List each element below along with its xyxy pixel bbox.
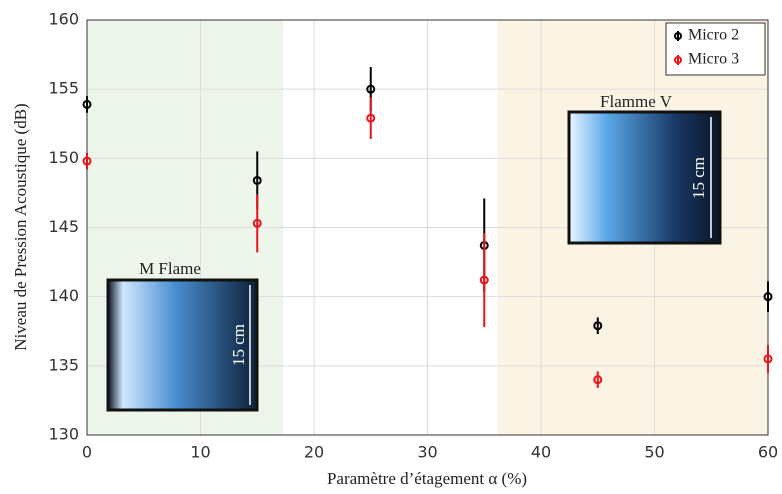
annotation: 15 cm [229,324,248,366]
x-tick-label: 50 [644,443,664,462]
annotation: Flamme V [600,92,673,111]
x-tick-label: 60 [758,443,778,462]
annotation: 15 cm [689,157,708,199]
x-tick-label: 20 [304,443,324,462]
y-tick-label: 130 [48,425,79,444]
legend-label: Micro 3 [688,51,739,68]
y-tick-label: 140 [48,286,79,305]
y-axis-label: Niveau de Pression Acoustique (dB) [11,103,30,350]
y-tick-label: 150 [48,148,79,167]
chart: 0 10 20 30 40 50 60 130 135 140 145 150 155 160 M Fla… [0,0,782,494]
y-tick-label: 160 [48,10,79,29]
x-tick-label: 0 [82,443,92,462]
y-tick-label: 155 [48,79,79,98]
legend-label: Micro 2 [688,27,739,44]
y-tick-label: 135 [48,355,79,374]
flame-photo-v: Flamme V 15 cm [569,92,720,243]
x-tick-label: 10 [190,443,210,462]
x-tick-label: 40 [531,443,551,462]
flame-photo-m: M Flame 15 cm [108,259,257,410]
x-axis-label: Paramètre d’étagement α (%) [327,469,527,488]
annotation: M Flame [139,259,201,278]
x-tick-label: 30 [417,443,437,462]
y-tick-label: 145 [48,217,79,236]
